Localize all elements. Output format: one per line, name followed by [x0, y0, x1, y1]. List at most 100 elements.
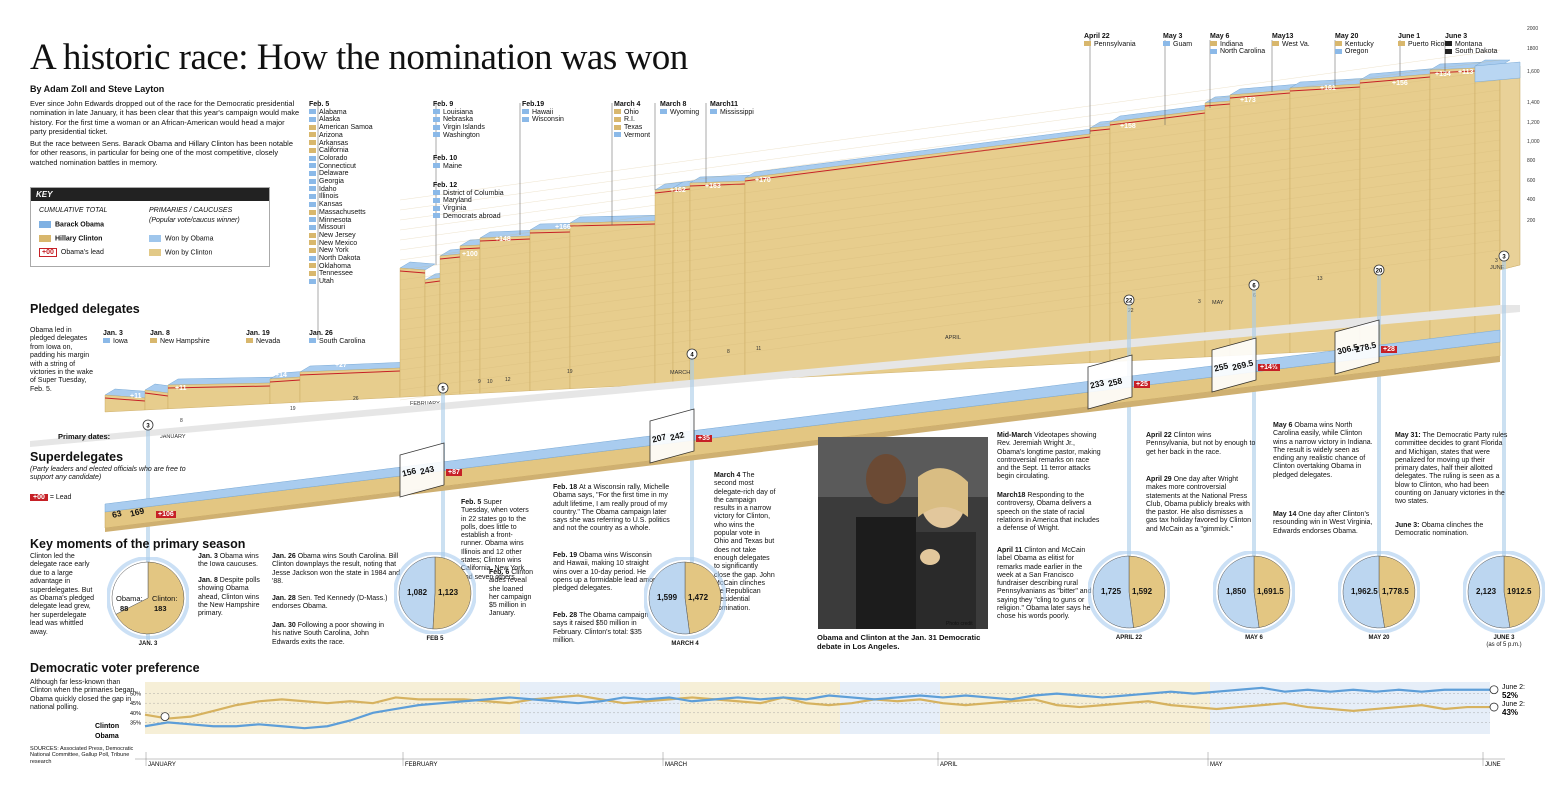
scale-tick: 1,000	[1527, 139, 1540, 145]
event-date: Feb. 28	[553, 612, 580, 619]
event-entry: Jan. 26 Obama wins South Carolina. Bill …	[272, 553, 402, 586]
lead-line	[299, 370, 401, 376]
primary-state: Kansas	[309, 201, 373, 209]
key-cumulative-label: CUMULATIVE TOTAL	[39, 207, 108, 214]
primary-date: March 8	[660, 101, 687, 108]
delegate-pie	[394, 552, 476, 634]
lead-line	[672, 188, 691, 192]
delegate-pie	[1338, 551, 1420, 633]
obama-swatch	[39, 221, 51, 228]
key-obama: Barack Obama	[39, 221, 104, 228]
primary-state: Hawaii	[522, 109, 564, 117]
month-label: MAY	[1212, 300, 1224, 306]
pledged-delegates-stairs: +11 +11 +14 +27 +46 +100 +148 +166 +162 +163 +170 +…	[30, 26, 1540, 640]
primary-state: Louisiana	[433, 109, 485, 117]
date-marker-label: 6	[1252, 283, 1256, 289]
stair-hatch	[399, 189, 1501, 341]
event-text: One day after Wright makes more controve…	[1146, 476, 1252, 533]
lead-line	[439, 256, 461, 260]
event-entry: Jan. 28 Sen. Ted Kennedy (D-Mass.) endor…	[272, 595, 397, 612]
end-value: 52%	[1502, 691, 1518, 700]
month-label: JUNE	[1485, 762, 1501, 768]
event-date: May 31:	[1395, 432, 1423, 439]
primary-state: Alabama	[309, 109, 373, 117]
primary-state: Nevada	[246, 338, 280, 346]
preference-band	[680, 682, 840, 734]
day-tick: 9	[478, 379, 481, 385]
preference-band	[405, 682, 520, 734]
primary-state: Guam	[1163, 41, 1192, 49]
pie-clinton-value: 1912.5	[1507, 587, 1532, 596]
delegate-pie	[1463, 551, 1545, 633]
primary-state: Washington	[433, 132, 485, 140]
primary-state: Pennsylvania	[1084, 41, 1136, 49]
scale-tick: 200	[1527, 218, 1536, 224]
pledged-lead-label: +158	[1120, 123, 1136, 130]
pie-clinton-value: 1,691.5	[1257, 587, 1284, 596]
event-date: May 6	[1273, 422, 1295, 429]
y-tick-label: 35%	[130, 720, 141, 726]
obama-slice	[1342, 555, 1385, 629]
event-entry: Jan. 3 Obama wins the Iowa caucuses.	[198, 553, 268, 570]
pie-ring	[1338, 551, 1420, 633]
event-text: Sen. Ted Kennedy (D-Mass.) endorses Obam…	[272, 595, 388, 611]
primary-state: North Carolina	[1210, 48, 1265, 56]
primary-state: Wisconsin	[522, 116, 564, 124]
super-panel	[649, 408, 695, 464]
lead-line	[1109, 112, 1206, 126]
event-text: The second most delegate-rich day of the…	[714, 472, 776, 612]
primary-state: Utah	[309, 278, 373, 286]
clinton-step-body	[399, 267, 426, 398]
date-marker	[1248, 279, 1260, 291]
primary-date: Feb.19	[522, 101, 545, 108]
primary-date-group: Jan. 8 New Hampshire	[150, 330, 210, 345]
event-entry: Feb. 5 Super Tuesday, when voters in 22 …	[461, 499, 531, 582]
stair-hatch	[399, 149, 1501, 301]
event-date: Feb. 5	[461, 499, 484, 506]
clinton-step-body	[479, 235, 531, 394]
primary-state: Delaware	[309, 170, 373, 178]
clinton-step-body	[1089, 125, 1111, 363]
primary-date: Feb. 9	[433, 101, 454, 108]
super-panel	[1211, 337, 1257, 393]
key-legend: KEY CUMULATIVE TOTAL Barack Obama Hillar…	[30, 187, 270, 267]
primary-state: Illinois	[309, 193, 373, 201]
clinton-swatch	[39, 235, 51, 242]
primary-date-group: May 6 Indiana North Carolina	[1210, 33, 1265, 56]
date-marker	[1373, 264, 1385, 276]
stair-hatch	[399, 89, 1501, 241]
obama-slice	[1217, 555, 1260, 629]
primary-state: American Samoa	[309, 124, 373, 132]
primary-state: Connecticut	[309, 163, 373, 171]
event-text: Clinton wins Pennsylvania, but not by en…	[1146, 432, 1256, 456]
primary-state: New Mexico	[309, 240, 373, 248]
pledged-lead-label: +173	[1240, 97, 1256, 104]
pie-date: MAY 20	[1368, 635, 1390, 641]
clinton-step-body	[1359, 73, 1431, 350]
voter-preference-note: Although far less-known than Clinton whe…	[30, 679, 137, 712]
super-lead-label: +87	[446, 469, 462, 476]
date-marker-label: 3	[1502, 254, 1506, 260]
event-text: Obama wins South Carolina. Bill Clinton …	[272, 553, 401, 585]
end-marker	[1489, 685, 1499, 695]
primary-date-group: Feb. 12 District of Columbia Maryland Virgi…	[433, 182, 504, 221]
lead-line	[424, 280, 441, 284]
pledged-note: Obama led in pledged delegates from Iowa…	[30, 327, 94, 393]
key-clinton: Hillary Clinton	[39, 235, 102, 242]
y-tick-label: 40%	[130, 711, 141, 717]
stair-hatch	[399, 249, 1501, 401]
primary-state: North Dakota	[309, 255, 373, 263]
month-label: MARCH	[665, 762, 687, 768]
primary-state: Virgin Islands	[433, 124, 485, 132]
primary-date-group: May13 West Va.	[1272, 33, 1310, 48]
primary-date: Feb. 10	[433, 155, 458, 162]
primary-date: June 1	[1398, 33, 1421, 40]
month-label: JANUARY	[148, 762, 176, 768]
primary-state: Ohio	[614, 109, 650, 117]
super-panel	[1334, 319, 1380, 375]
event-entry: Feb. 28 The Obama campaign says it raise…	[553, 612, 653, 645]
lead-line	[744, 136, 1091, 182]
primary-date: May 20	[1335, 33, 1359, 40]
key-lead: +00 Obama's lead	[39, 248, 104, 257]
